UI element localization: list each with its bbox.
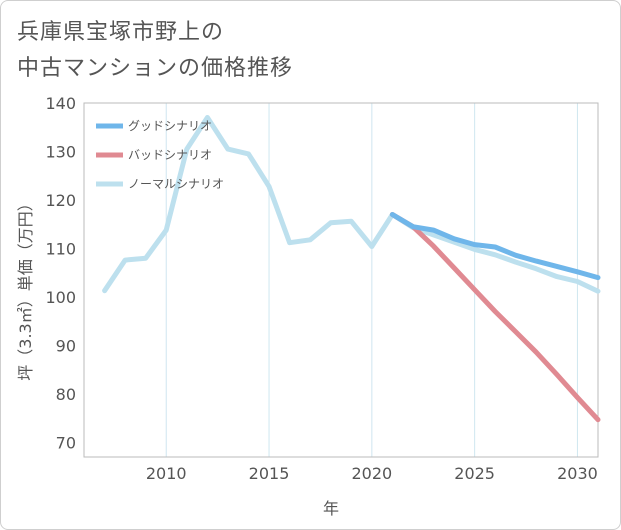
y-axis-ticks: 70 80 90 100 110 120 130 140 xyxy=(45,94,76,452)
x-tick-label: 2020 xyxy=(351,464,392,483)
x-tick-label: 2030 xyxy=(557,464,598,483)
x-tick-label: 2010 xyxy=(146,464,187,483)
legend-label: グッドシナリオ xyxy=(128,119,212,133)
y-tick-label: 120 xyxy=(45,191,76,210)
y-tick-label: 140 xyxy=(45,94,76,113)
series-line-0 xyxy=(389,212,601,281)
series-line-1 xyxy=(389,212,601,423)
x-tick-label: 2025 xyxy=(454,464,495,483)
y-tick-label: 80 xyxy=(56,385,76,404)
x-axis-ticks: 2010 2015 2020 2025 2030 xyxy=(146,464,598,483)
series-lines xyxy=(102,115,601,423)
chart-title-line-1: 兵庫県宝塚市野上の xyxy=(17,20,225,45)
y-axis-title: 坪（3.3㎡）単価（万円） xyxy=(16,195,35,380)
y-tick-label: 130 xyxy=(45,142,76,161)
legend-label: ノーマルシナリオ xyxy=(128,177,224,191)
y-tick-label: 110 xyxy=(45,239,76,258)
gridlines xyxy=(165,103,578,457)
chart-title-line-2: 中古マンションの価格推移 xyxy=(17,56,294,81)
chart-title: 兵庫県宝塚市野上の 中古マンションの価格推移 xyxy=(17,15,293,87)
x-axis-title: 年 xyxy=(323,499,339,518)
x-tick-label: 2015 xyxy=(249,464,290,483)
legend-label: バッドシナリオ xyxy=(128,148,212,162)
y-tick-label: 100 xyxy=(45,288,76,307)
y-tick-label: 90 xyxy=(56,336,76,355)
y-tick-label: 70 xyxy=(56,433,76,452)
series-line-2 xyxy=(102,115,601,294)
